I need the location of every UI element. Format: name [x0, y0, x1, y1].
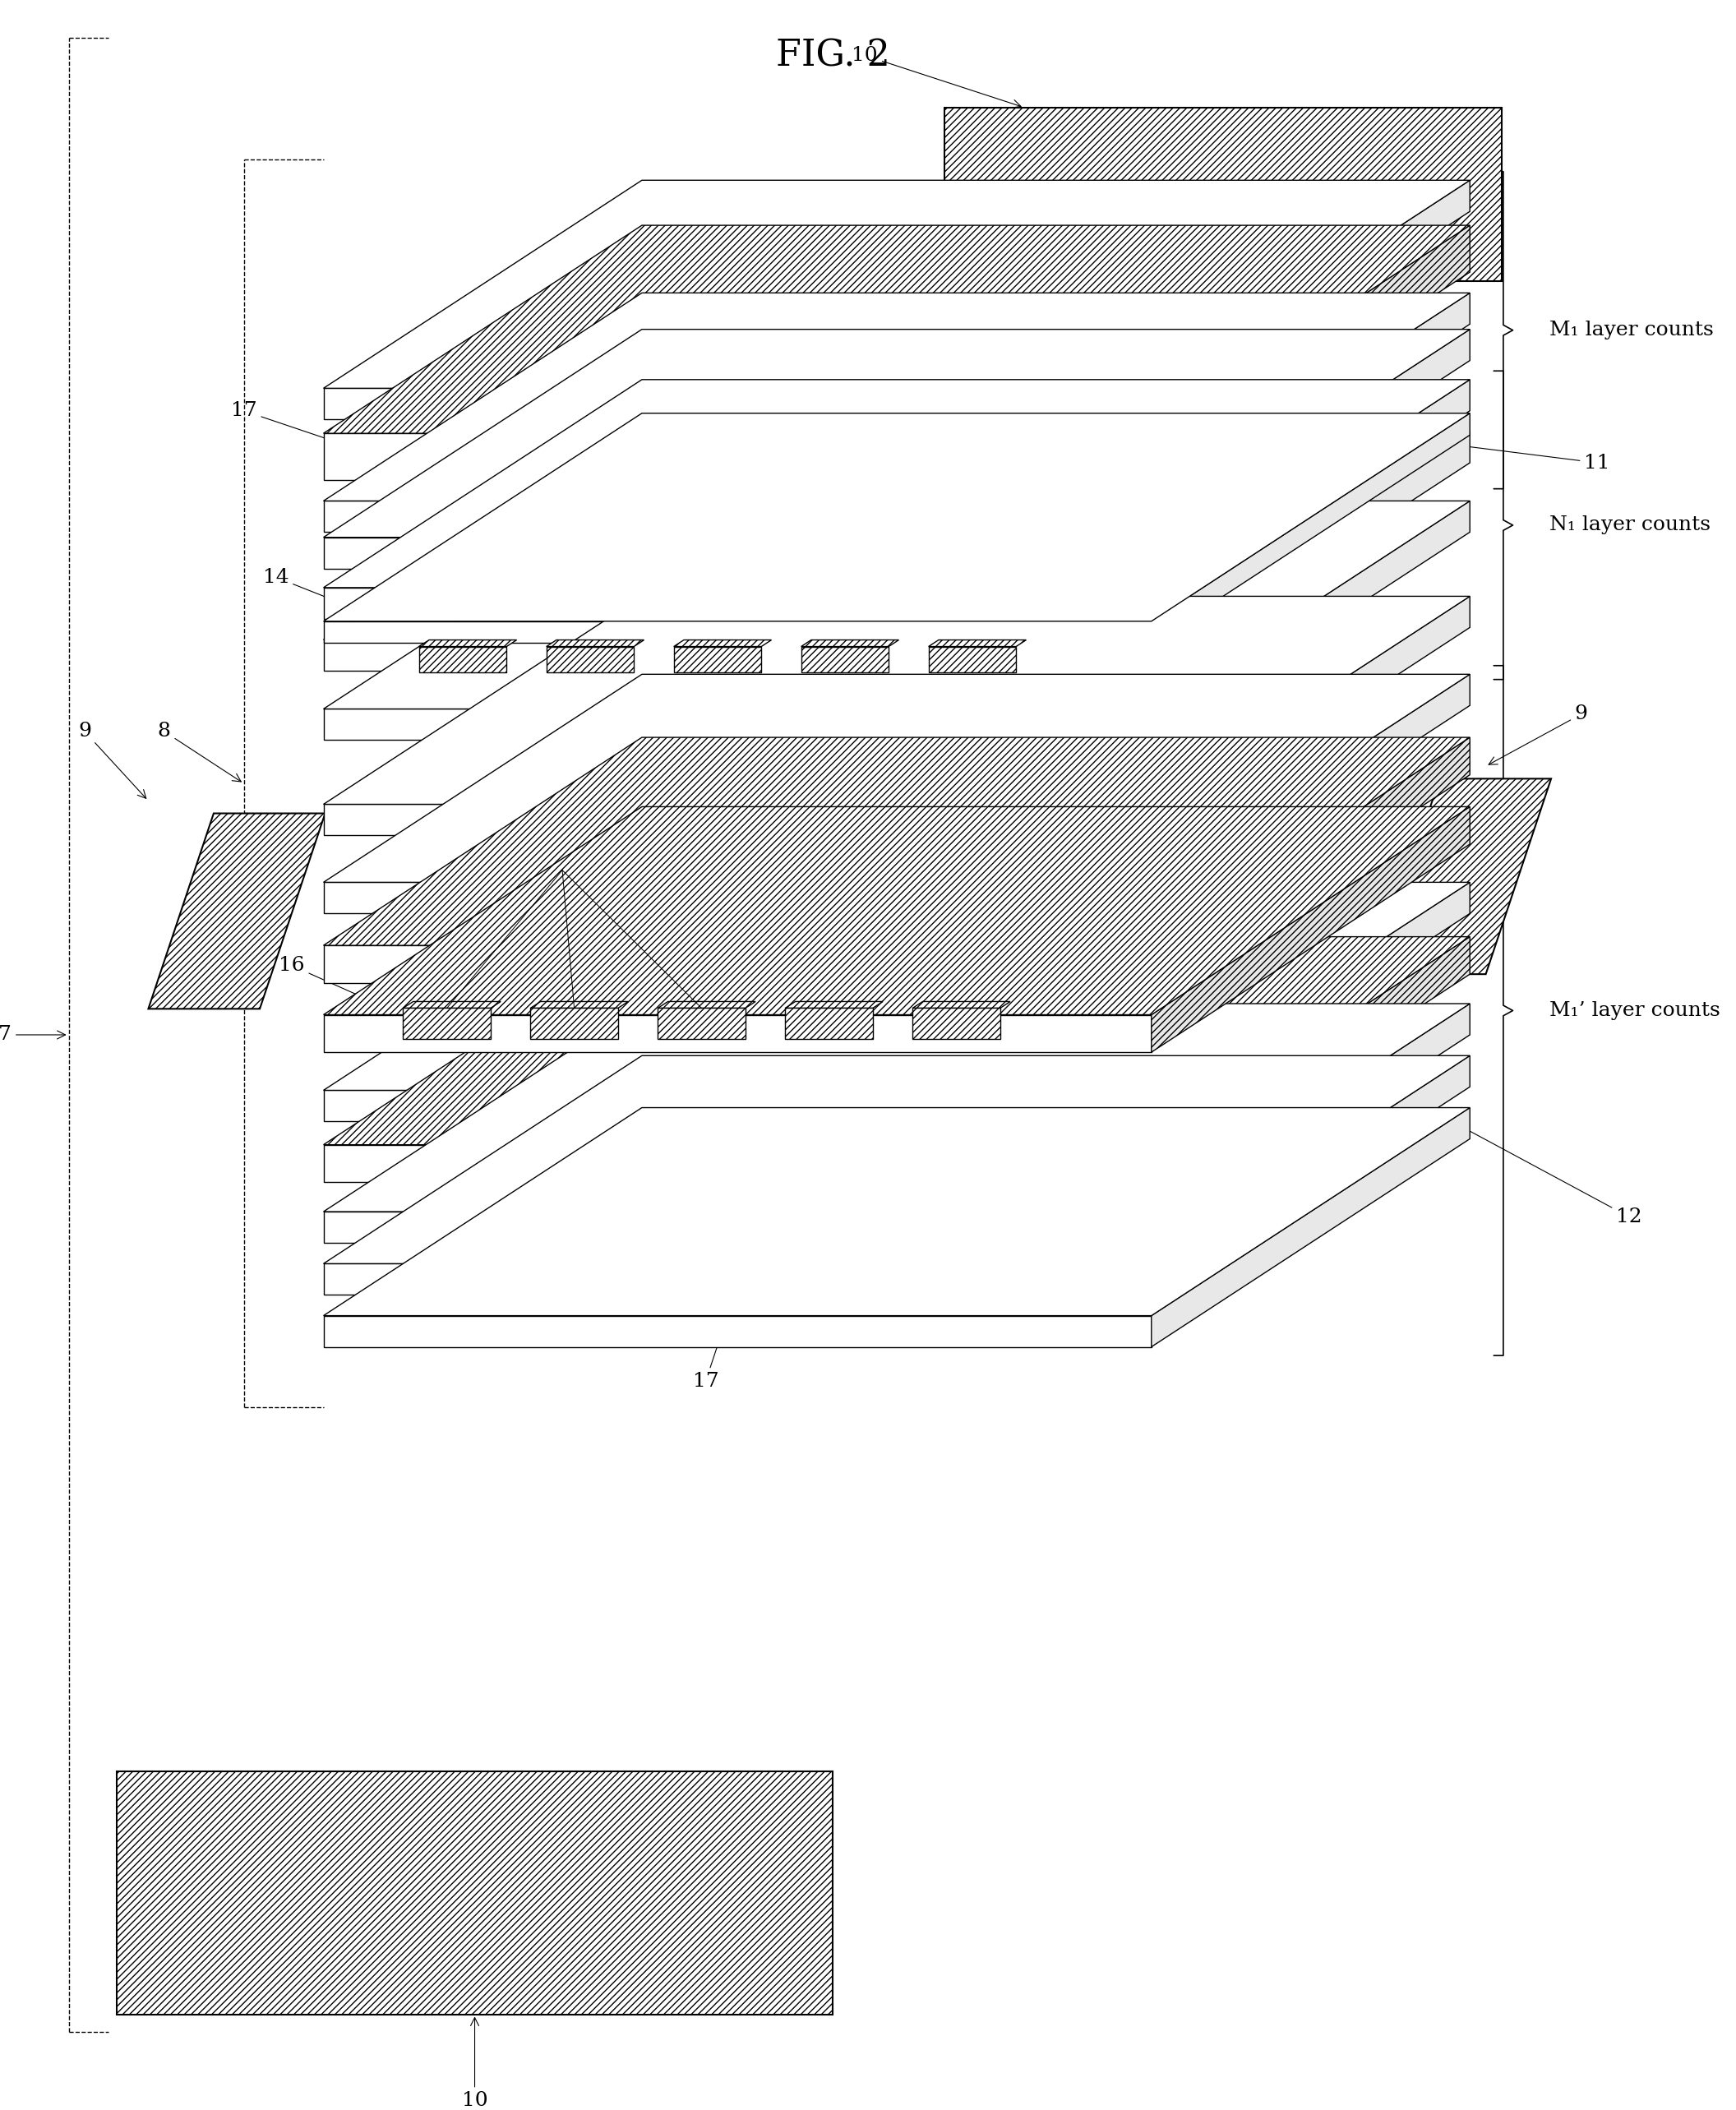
Polygon shape [929, 646, 1016, 673]
Polygon shape [1151, 937, 1470, 1182]
Polygon shape [323, 414, 1470, 620]
Polygon shape [323, 293, 1470, 500]
Polygon shape [1151, 597, 1470, 836]
Polygon shape [323, 388, 1151, 420]
Text: M₁’ layer counts: M₁’ layer counts [1550, 1000, 1720, 1019]
Polygon shape [913, 1002, 1010, 1009]
Polygon shape [1151, 806, 1470, 1053]
Polygon shape [323, 1108, 1470, 1317]
Polygon shape [323, 433, 1470, 639]
Polygon shape [323, 1211, 1151, 1243]
Polygon shape [323, 806, 1470, 1015]
Polygon shape [323, 1055, 1470, 1264]
Polygon shape [403, 1009, 491, 1040]
Polygon shape [1151, 1108, 1470, 1346]
Text: 15: 15 [932, 779, 958, 802]
Text: N₁ layer counts: N₁ layer counts [1550, 515, 1710, 534]
Text: 10: 10 [462, 2017, 488, 2110]
Text: 16: 16 [278, 956, 448, 1036]
Text: 13: 13 [502, 836, 533, 954]
Polygon shape [323, 587, 1151, 618]
Polygon shape [929, 639, 1026, 646]
Polygon shape [323, 804, 1151, 836]
Polygon shape [1151, 380, 1470, 618]
Polygon shape [658, 1009, 745, 1040]
Polygon shape [800, 639, 899, 646]
Polygon shape [323, 433, 1151, 481]
Polygon shape [323, 329, 1470, 538]
Text: 8: 8 [158, 722, 241, 781]
Polygon shape [323, 675, 1470, 882]
Text: FIG. 2: FIG. 2 [776, 38, 891, 74]
Polygon shape [323, 736, 1470, 945]
Polygon shape [323, 380, 1470, 587]
Polygon shape [1151, 329, 1470, 568]
Polygon shape [1151, 226, 1470, 481]
Polygon shape [785, 1009, 873, 1040]
Polygon shape [323, 1317, 1151, 1346]
Polygon shape [658, 1002, 755, 1009]
Text: 15: 15 [391, 878, 488, 1006]
Text: 9: 9 [78, 722, 146, 798]
Text: 17: 17 [693, 1289, 738, 1390]
Polygon shape [323, 226, 1470, 433]
Polygon shape [323, 538, 1151, 568]
Polygon shape [944, 108, 1502, 281]
Text: 7: 7 [0, 1025, 66, 1044]
Polygon shape [1151, 1055, 1470, 1296]
Polygon shape [785, 1002, 884, 1009]
Polygon shape [674, 639, 771, 646]
Polygon shape [323, 1091, 1151, 1123]
Polygon shape [1151, 500, 1470, 741]
Polygon shape [323, 1004, 1470, 1211]
Polygon shape [323, 1264, 1151, 1296]
Polygon shape [323, 1146, 1151, 1182]
Polygon shape [1151, 675, 1470, 914]
Polygon shape [323, 945, 1151, 983]
Polygon shape [116, 1772, 833, 2015]
Text: M₁ layer counts: M₁ layer counts [1550, 321, 1713, 340]
Text: 14: 14 [262, 568, 448, 646]
Polygon shape [323, 597, 1470, 804]
Text: 11: 11 [1075, 395, 1611, 473]
Polygon shape [323, 1015, 1151, 1053]
Polygon shape [323, 500, 1151, 532]
Polygon shape [323, 179, 1470, 388]
Polygon shape [1151, 414, 1470, 644]
Polygon shape [323, 620, 1151, 644]
Polygon shape [403, 1002, 500, 1009]
Polygon shape [674, 646, 762, 673]
Text: 16: 16 [727, 779, 818, 819]
Polygon shape [323, 500, 1470, 709]
Text: 17: 17 [231, 401, 399, 464]
Polygon shape [323, 882, 1470, 1091]
Polygon shape [323, 709, 1151, 741]
Polygon shape [148, 812, 325, 1009]
Polygon shape [418, 639, 517, 646]
Polygon shape [1151, 736, 1470, 983]
Polygon shape [1151, 433, 1470, 671]
Polygon shape [323, 937, 1470, 1146]
Polygon shape [323, 882, 1151, 914]
Polygon shape [323, 639, 1151, 671]
Text: 12: 12 [1345, 1063, 1642, 1226]
Polygon shape [913, 1009, 1000, 1040]
Polygon shape [1151, 179, 1470, 420]
Polygon shape [800, 646, 889, 673]
Polygon shape [531, 1009, 618, 1040]
Text: 10: 10 [852, 46, 1021, 108]
Polygon shape [1375, 779, 1552, 975]
Text: 9: 9 [1489, 705, 1588, 764]
Polygon shape [1151, 1004, 1470, 1243]
Polygon shape [531, 1002, 628, 1009]
Polygon shape [1151, 882, 1470, 1123]
Polygon shape [418, 646, 507, 673]
Polygon shape [547, 646, 634, 673]
Polygon shape [547, 639, 644, 646]
Polygon shape [1151, 293, 1470, 532]
